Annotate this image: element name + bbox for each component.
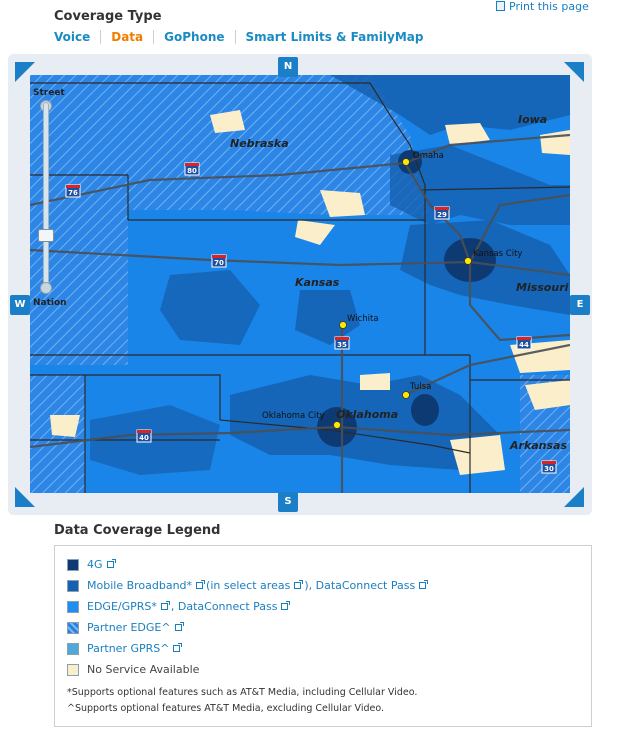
pan-southwest-icon[interactable] xyxy=(15,487,35,507)
state-label-kansas: Kansas xyxy=(295,276,340,289)
interstate-80-label: 80 xyxy=(187,167,197,175)
zoom-slider-thumb[interactable] xyxy=(38,229,54,242)
pan-north-button[interactable]: N xyxy=(278,57,298,77)
legend-label-no-service: No Service Available xyxy=(87,663,200,676)
interstate-29-label: 29 xyxy=(437,211,447,219)
legend-link-partner-gprs[interactable]: Partner GPRS^ xyxy=(87,642,170,655)
legend-item-mobile-broadband: Mobile Broadband* (in select areas ) , D… xyxy=(67,579,429,592)
coverage-tabs: Voice Data GoPhone Smart Limits & Family… xyxy=(54,30,443,44)
print-link[interactable]: Print this page xyxy=(496,0,589,13)
tab-gophone[interactable]: GoPhone xyxy=(164,30,236,44)
tab-voice[interactable]: Voice xyxy=(54,30,102,44)
legend-link-dataconnect-pass-2[interactable]: , DataConnect Pass xyxy=(170,600,278,613)
legend-select-areas-close: ) xyxy=(304,579,309,592)
external-link-icon[interactable] xyxy=(173,643,183,652)
external-link-icon[interactable] xyxy=(419,580,429,589)
pan-east-button[interactable]: E xyxy=(570,295,590,315)
legend-link-dataconnect-pass[interactable]: , DataConnect Pass xyxy=(308,579,416,592)
tab-smart-limits[interactable]: Smart Limits & FamilyMap xyxy=(245,30,424,44)
legend-item-4g: 4G xyxy=(67,558,117,571)
legend-swatch-no-service xyxy=(67,663,79,676)
legend-item-edge-gprs: EDGE/GPRS* , DataConnect Pass xyxy=(67,600,291,613)
city-label-tulsa: Tulsa xyxy=(409,382,431,392)
interstate-44-label: 44 xyxy=(519,341,529,349)
zoom-slider-track[interactable] xyxy=(43,102,49,288)
legend-item-no-service: No Service Available xyxy=(67,663,199,676)
legend-link-mobile-broadband[interactable]: Mobile Broadband* xyxy=(87,579,193,592)
legend-box: 4G Mobile Broadband* (in select areas ) … xyxy=(54,545,592,727)
interstate-30-label: 30 xyxy=(544,465,554,473)
city-label-kansas-city: Kansas City xyxy=(473,249,522,259)
coverage-map[interactable]: 76 80 29 70 35 44 40 30 Nebraska Iowa Ka… xyxy=(30,75,570,493)
interstate-76-label: 76 xyxy=(68,189,78,197)
tab-data[interactable]: Data xyxy=(111,30,155,44)
external-link-icon[interactable] xyxy=(174,622,184,631)
state-label-oklahoma: Oklahoma xyxy=(336,408,398,421)
print-label: Print this page xyxy=(509,0,589,13)
state-label-arkansas: Arkansas xyxy=(509,439,567,452)
external-link-icon[interactable] xyxy=(106,559,116,568)
zoom-nation-label: Nation xyxy=(33,298,67,308)
state-label-iowa: Iowa xyxy=(518,113,547,126)
legend-swatch-partner-edge xyxy=(67,621,79,634)
legend-swatch-edge-gprs xyxy=(67,600,79,613)
external-link-icon[interactable] xyxy=(281,601,291,610)
legend-swatch-4g xyxy=(67,558,79,571)
legend-swatch-partner-gprs xyxy=(67,642,79,655)
legend-swatch-mobile-broadband xyxy=(67,579,79,592)
pan-northwest-icon[interactable] xyxy=(15,62,35,82)
coverage-type-title: Coverage Type xyxy=(54,9,162,24)
state-label-nebraska: Nebraska xyxy=(230,137,289,150)
interstate-40-label: 40 xyxy=(139,434,149,442)
city-label-oklahoma-city: Oklahoma City xyxy=(262,411,325,421)
legend-title: Data Coverage Legend xyxy=(54,523,221,538)
printer-icon xyxy=(496,1,505,11)
pan-northeast-icon[interactable] xyxy=(564,62,584,82)
legend-item-partner-edge: Partner EDGE^ xyxy=(67,621,185,634)
legend-link-select-areas[interactable]: (in select areas xyxy=(206,579,291,592)
legend-link-edge-gprs[interactable]: EDGE/GPRS* xyxy=(87,600,157,613)
external-link-icon[interactable] xyxy=(294,580,304,589)
interstate-70-label: 70 xyxy=(214,259,224,267)
pan-west-button[interactable]: W xyxy=(10,295,30,315)
zoom-street-label: Street xyxy=(33,88,65,98)
map-canvas: 76 80 29 70 35 44 40 30 Nebraska Iowa Ka… xyxy=(30,75,570,493)
zoom-out-icon[interactable] xyxy=(40,282,52,294)
pan-south-button[interactable]: S xyxy=(278,492,298,512)
interstate-35-label: 35 xyxy=(337,341,347,349)
city-label-omaha: Omaha xyxy=(413,151,444,161)
external-link-icon[interactable] xyxy=(160,601,170,610)
external-link-icon[interactable] xyxy=(196,580,206,589)
legend-link-partner-edge[interactable]: Partner EDGE^ xyxy=(87,621,171,634)
legend-footnote-caret: ^Supports optional features AT&T Media, … xyxy=(67,703,385,714)
legend-item-partner-gprs: Partner GPRS^ xyxy=(67,642,183,655)
state-label-missouri: Missouri xyxy=(516,281,569,294)
pan-southeast-icon[interactable] xyxy=(564,487,584,507)
city-label-wichita: Wichita xyxy=(347,314,379,324)
legend-footnote-star: *Supports optional features such as AT&T… xyxy=(67,687,418,698)
legend-link-4g[interactable]: 4G xyxy=(87,558,103,571)
